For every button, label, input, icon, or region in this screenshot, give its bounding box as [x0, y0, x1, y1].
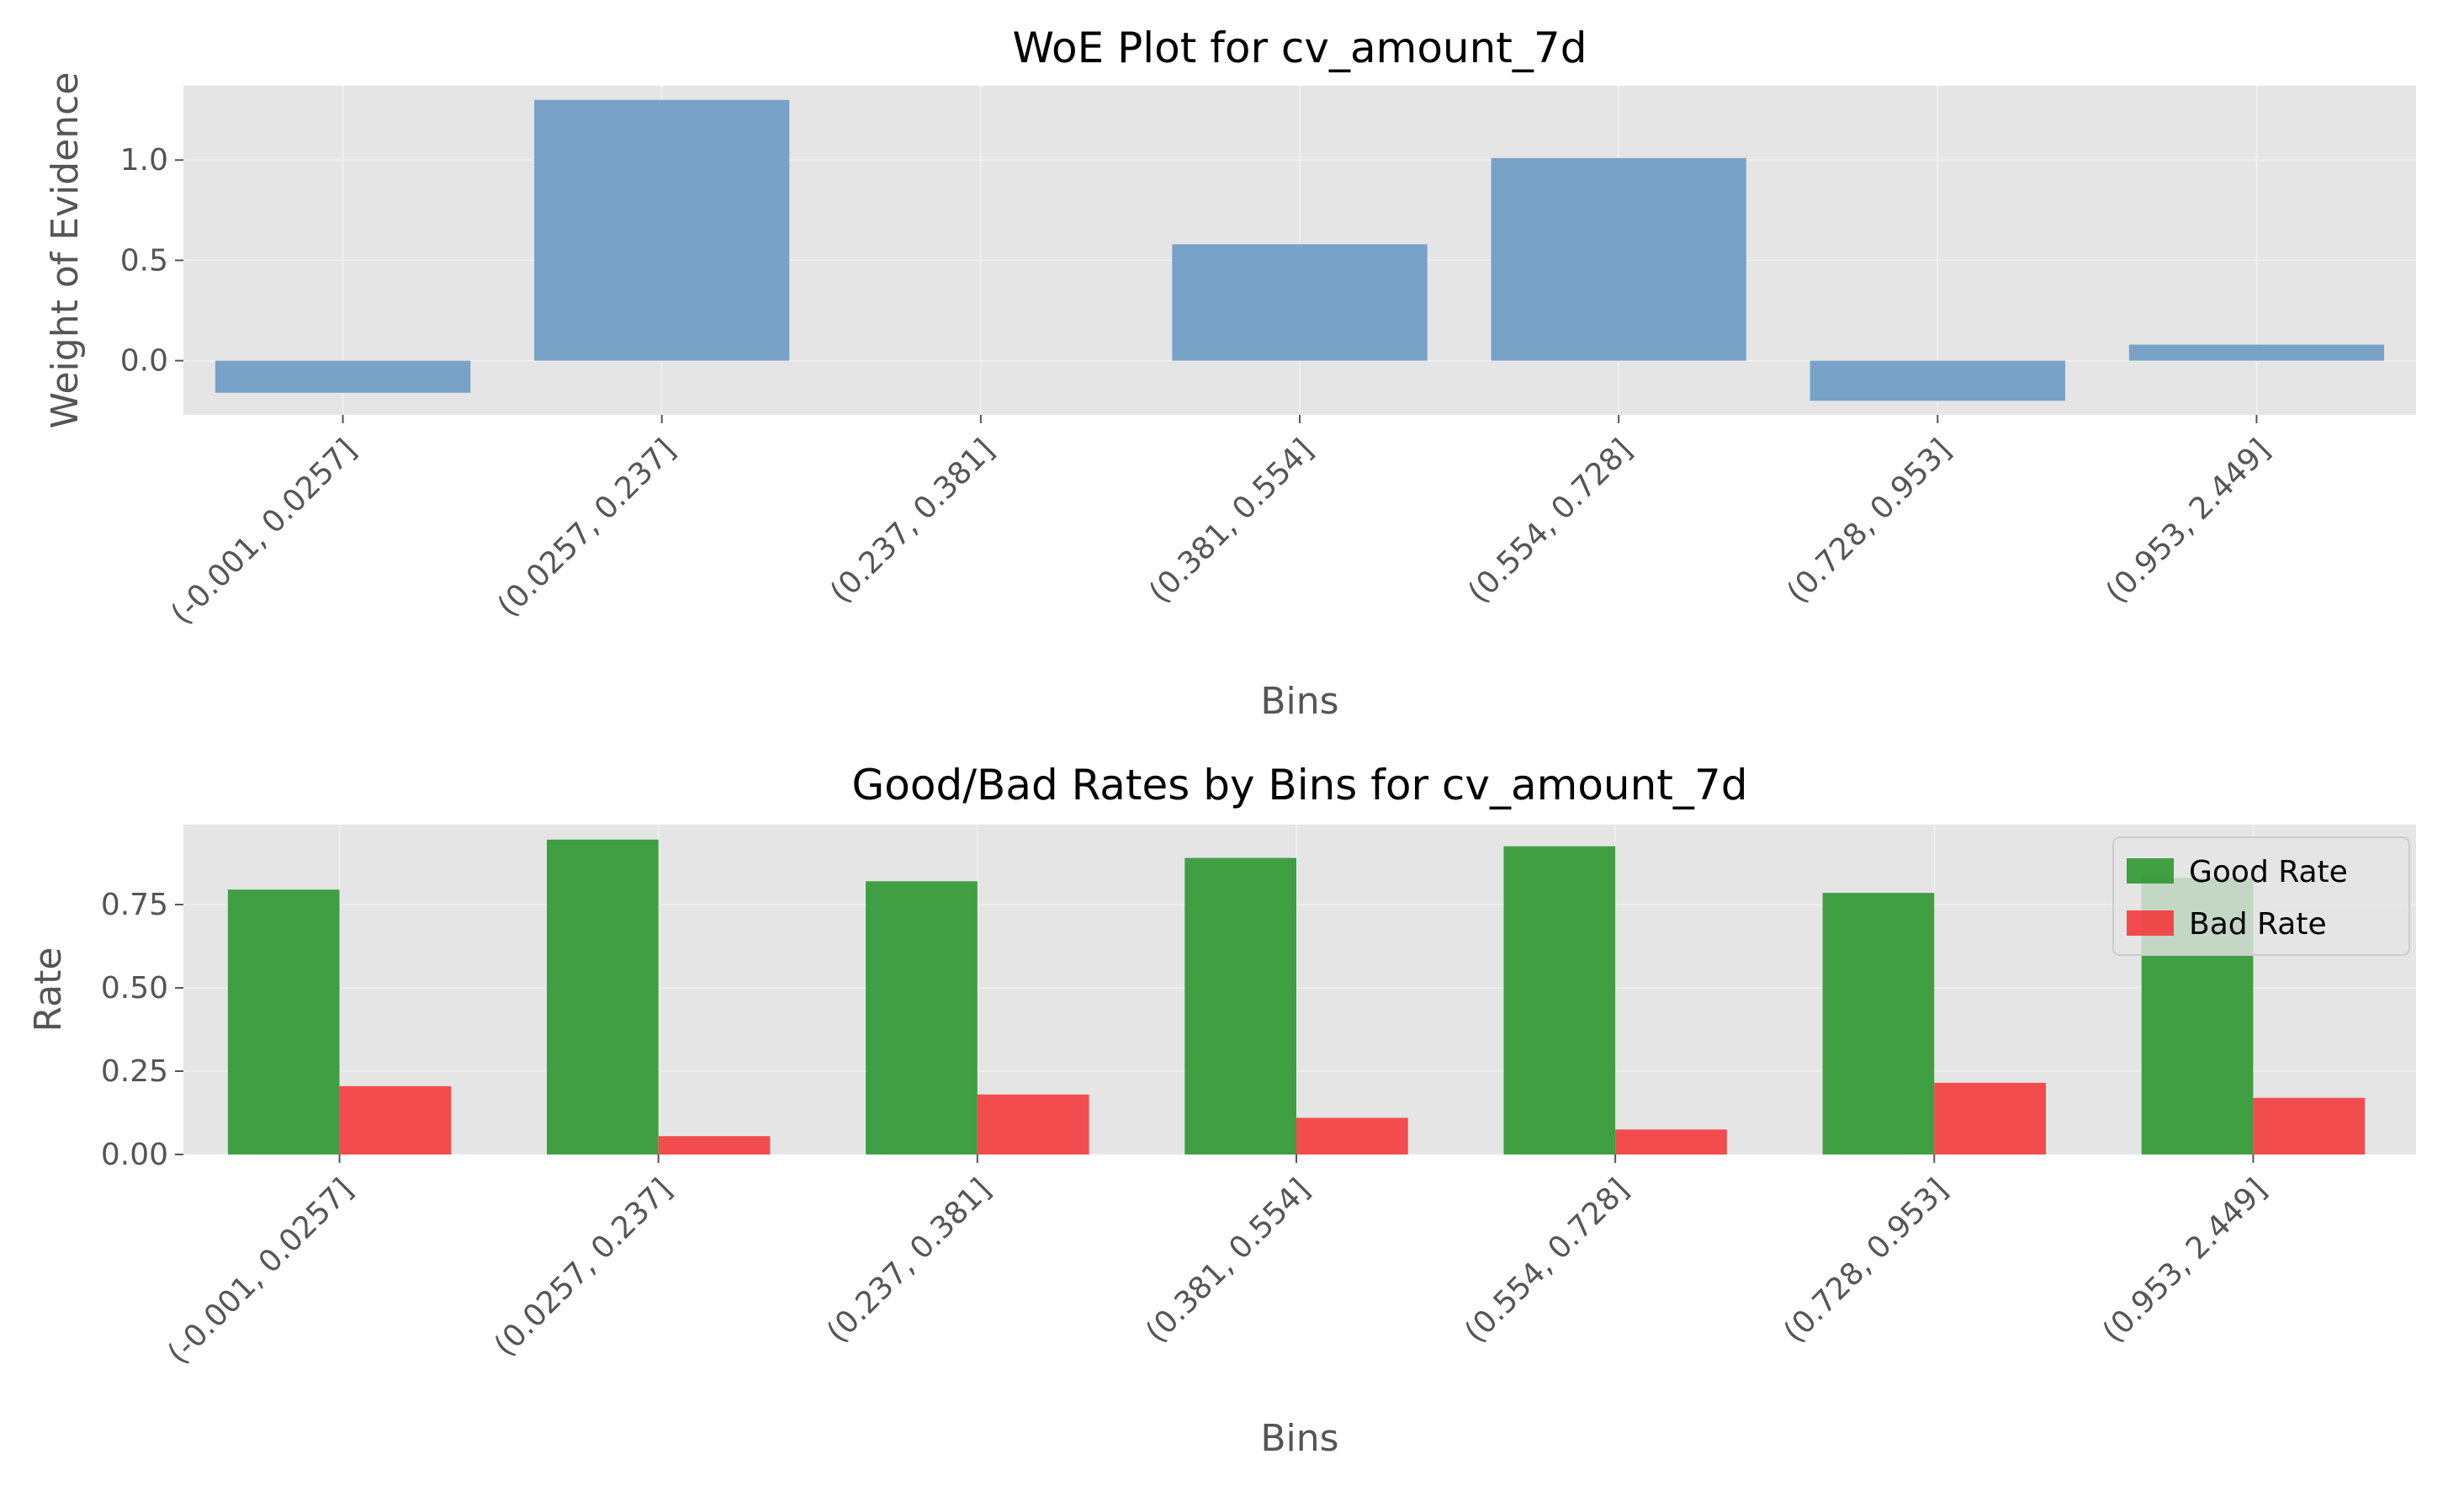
x-tick-label: (0.237, 0.381]: [824, 433, 1001, 610]
bar-good-rate: [1184, 857, 1296, 1154]
bar-woe: [1491, 157, 1746, 361]
bar-bad-rate: [339, 1085, 452, 1154]
x-axis-label: Bins: [1260, 1417, 1338, 1460]
x-tick-label: (0.554, 0.728]: [1462, 433, 1640, 610]
bar-bad-rate: [2253, 1097, 2366, 1154]
plot-area: [183, 825, 2416, 1154]
x-tick-label: (0.953, 2.449]: [2100, 433, 2277, 610]
bar-good-rate: [547, 839, 659, 1154]
bar-woe: [534, 99, 790, 361]
y-axis-label: Rate: [27, 947, 70, 1032]
bar-good-rate: [866, 881, 978, 1154]
x-tick-label: (0.728, 0.953]: [1778, 1172, 1955, 1350]
bar-woe: [1172, 244, 1428, 361]
chart-title: WoE Plot for cv_amount_7d: [1013, 24, 1587, 72]
x-tick-label: (0.381, 0.554]: [1142, 433, 1320, 610]
bar-bad-rate: [658, 1136, 771, 1154]
bar-bad-rate: [1615, 1129, 1727, 1154]
bar-woe: [215, 360, 471, 393]
y-tick-label: 0.5: [120, 243, 168, 278]
y-tick-label: 0.50: [101, 971, 168, 1006]
bar-good-rate: [1503, 846, 1616, 1154]
x-tick-label: (-0.001, 0.0257]: [162, 1172, 360, 1371]
bar-woe: [1810, 360, 2065, 401]
y-tick-label: 0.0: [120, 344, 168, 379]
y-tick-label: 0.25: [101, 1054, 168, 1089]
bar-woe: [2128, 344, 2385, 361]
legend-box: [2112, 836, 2410, 956]
bar-bad-rate: [1296, 1117, 1408, 1154]
x-axis-label: Bins: [1260, 680, 1338, 723]
legend-label: Good Rate: [2189, 855, 2348, 889]
y-axis-label: Weight of Evidence: [44, 72, 87, 429]
x-tick-label: (0.953, 2.449]: [2096, 1172, 2274, 1350]
bar-bad-rate: [1934, 1082, 2046, 1154]
legend-label: Bad Rate: [2189, 907, 2327, 942]
legend-swatch-good-rate: [2127, 858, 2174, 884]
x-tick-label: (0.0257, 0.237]: [488, 1172, 679, 1363]
bar-good-rate: [1822, 893, 1935, 1154]
x-tick-label: (0.728, 0.953]: [1781, 433, 1958, 610]
bar-bad-rate: [977, 1094, 1089, 1154]
x-tick-label: (0.0257, 0.237]: [491, 433, 682, 624]
y-tick-label: 1.0: [120, 143, 168, 178]
x-tick-label: (0.554, 0.728]: [1459, 1172, 1636, 1350]
chart-1: 0.0 0.5 1.0 (-0.001, 0.0257] (0.0257, 0.237]…: [44, 24, 2416, 723]
x-tick-label: (-0.001, 0.0257]: [165, 433, 363, 631]
chart-title: Good/Bad Rates by Bins for cv_amount_7d: [852, 761, 1748, 809]
x-tick-label: (0.381, 0.554]: [1139, 1172, 1317, 1350]
y-tick-label: 0.00: [101, 1138, 168, 1172]
legend: Good Rate Bad Rate: [2112, 836, 2410, 956]
bar-good-rate: [227, 889, 340, 1154]
chart-2: 0.00 0.25 0.50 0.75 (-0.001, 0.0257] (0.0257,…: [27, 761, 2416, 1460]
legend-swatch-bad-rate: [2127, 910, 2174, 936]
x-tick-label: (0.237, 0.381]: [820, 1172, 998, 1350]
y-tick-label: 0.75: [101, 888, 168, 922]
